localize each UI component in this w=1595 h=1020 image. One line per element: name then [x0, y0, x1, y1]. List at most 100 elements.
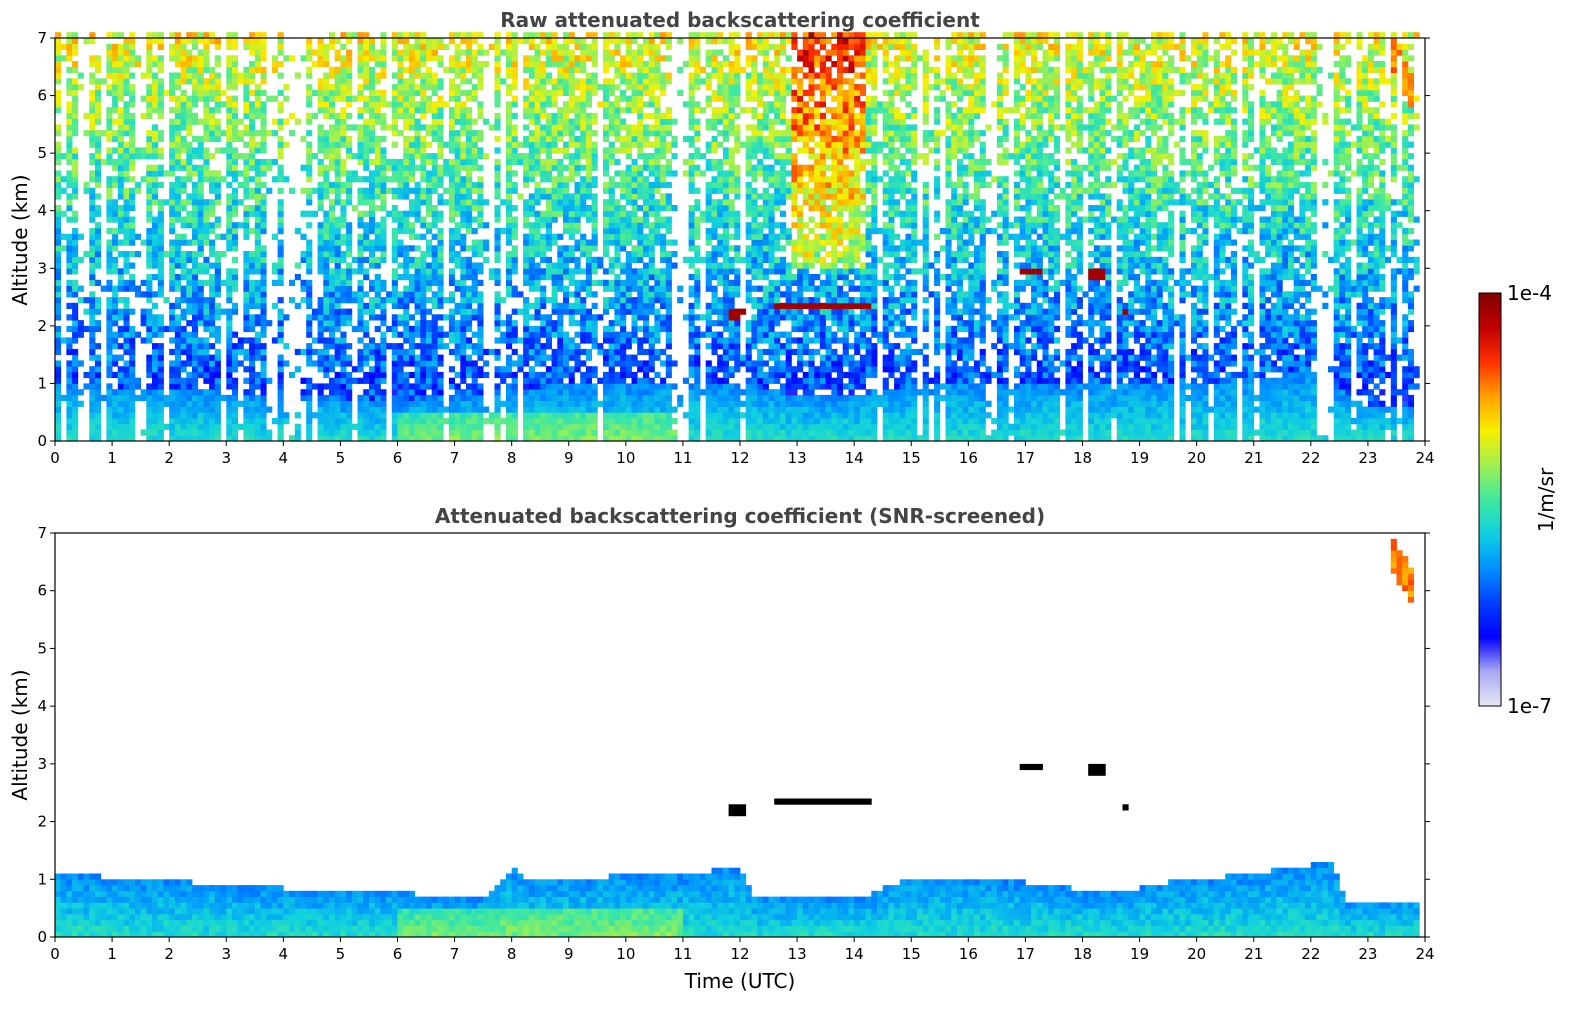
- heatmap-cell: [631, 141, 638, 148]
- heatmap-cell: [129, 187, 136, 194]
- heatmap-cell: [180, 181, 187, 189]
- heatmap-cell: [277, 314, 284, 321]
- heatmap-cell: [152, 251, 159, 258]
- heatmap-cell: [568, 354, 575, 361]
- heatmap-cell: [523, 66, 530, 73]
- heatmap-cell: [277, 435, 284, 442]
- heatmap-cell: [380, 302, 387, 309]
- heatmap-cell: [477, 245, 484, 252]
- heatmap-cell: [266, 130, 273, 137]
- heatmap-cell: [226, 435, 233, 442]
- heatmap-cell: [134, 394, 141, 402]
- heatmap-cell: [186, 216, 193, 223]
- heatmap-cell: [437, 297, 444, 304]
- heatmap-cell: [608, 124, 615, 131]
- heatmap-cell: [563, 394, 570, 402]
- heatmap-cell: [363, 199, 370, 206]
- heatmap-cell: [374, 343, 381, 350]
- heatmap-cell: [408, 406, 415, 413]
- heatmap-cell: [397, 371, 404, 379]
- heatmap-cell: [357, 412, 364, 419]
- heatmap-cell: [563, 435, 570, 442]
- heatmap-cell: [323, 423, 330, 430]
- heatmap-cell: [534, 135, 541, 143]
- heatmap-cell: [563, 112, 570, 119]
- heatmap-cell: [95, 181, 102, 189]
- heatmap-cell: [374, 101, 381, 108]
- heatmap-cell: [591, 49, 598, 56]
- heatmap-cell: [528, 158, 535, 166]
- heatmap-cell: [83, 130, 90, 137]
- heatmap-cell: [460, 107, 467, 114]
- heatmap-cell: [72, 302, 79, 309]
- heatmap-cell: [608, 406, 615, 413]
- heatmap-cell: [374, 193, 381, 200]
- heatmap-cell: [403, 251, 410, 258]
- heatmap-cell: [608, 239, 615, 246]
- heatmap-cell: [511, 423, 518, 430]
- heatmap-cell: [460, 32, 467, 39]
- heatmap-cell: [357, 262, 364, 269]
- heatmap-cell: [174, 176, 181, 183]
- heatmap-cell: [643, 38, 650, 45]
- heatmap-cell: [580, 66, 587, 73]
- heatmap-cell: [460, 239, 467, 246]
- heatmap-cell: [226, 423, 233, 430]
- heatmap-cell: [192, 193, 199, 200]
- heatmap-cell: [506, 158, 513, 166]
- heatmap-cell: [311, 210, 318, 217]
- heatmap-cell: [408, 84, 415, 91]
- heatmap-cell: [494, 371, 501, 379]
- heatmap-cell: [203, 61, 210, 68]
- heatmap-cell: [203, 32, 210, 39]
- heatmap-cell: [203, 343, 210, 350]
- heatmap-cell: [431, 153, 438, 160]
- heatmap-cell: [534, 314, 541, 321]
- heatmap-cell: [214, 412, 221, 419]
- heatmap-cell: [460, 337, 467, 344]
- heatmap-cell: [460, 153, 467, 160]
- heatmap-cell: [363, 412, 370, 419]
- heatmap-cell: [471, 348, 478, 356]
- heatmap-cell: [620, 107, 627, 114]
- heatmap-cell: [300, 210, 307, 217]
- heatmap-cell: [123, 429, 130, 436]
- heatmap-cell: [260, 377, 267, 384]
- heatmap-cell: [591, 112, 598, 119]
- heatmap-cell: [66, 348, 73, 356]
- heatmap-cell: [374, 383, 381, 390]
- heatmap-cell: [197, 308, 204, 315]
- heatmap-cell: [260, 302, 267, 309]
- heatmap-cell: [477, 210, 484, 217]
- heatmap-cell: [152, 124, 159, 131]
- heatmap-cell: [123, 331, 130, 338]
- heatmap-cell: [403, 245, 410, 252]
- heatmap-cell: [568, 61, 575, 68]
- heatmap-cell: [169, 199, 176, 206]
- heatmap-cell: [249, 49, 256, 56]
- heatmap-cell: [346, 32, 353, 39]
- heatmap-cell: [631, 279, 638, 286]
- heatmap-cell: [369, 228, 376, 235]
- heatmap-cell: [55, 55, 62, 62]
- heatmap-cell: [140, 291, 147, 298]
- heatmap-cell: [534, 199, 541, 206]
- heatmap-cell: [528, 412, 535, 419]
- heatmap-cell: [363, 245, 370, 252]
- heatmap-cell: [506, 320, 513, 327]
- heatmap-cell: [346, 78, 353, 85]
- heatmap-cell: [214, 193, 221, 200]
- heatmap-cell: [249, 78, 256, 85]
- heatmap-cell: [243, 205, 250, 212]
- heatmap-cell: [106, 389, 113, 396]
- heatmap-cell: [454, 354, 461, 361]
- heatmap-cell: [117, 43, 124, 50]
- heatmap-cell: [83, 187, 90, 194]
- heatmap-cell: [540, 187, 547, 194]
- heatmap-cell: [374, 389, 381, 396]
- heatmap-cell: [620, 394, 627, 402]
- heatmap-cell: [186, 95, 193, 102]
- heatmap-cell: [403, 107, 410, 114]
- heatmap-cell: [523, 406, 530, 413]
- heatmap-cell: [129, 366, 136, 373]
